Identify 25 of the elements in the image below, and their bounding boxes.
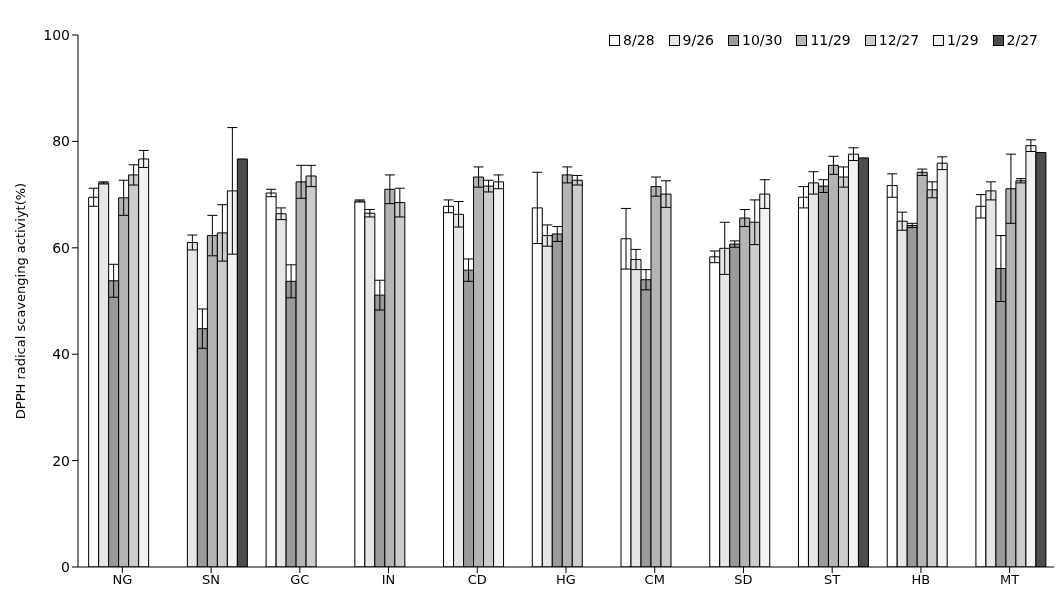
x-tick-label: SD <box>734 572 753 588</box>
x-tick-label: NG <box>112 572 133 588</box>
y-tick-label: 0 <box>61 558 70 575</box>
x-tick-label: SN <box>202 572 221 588</box>
legend-label: 12/27 <box>878 32 920 48</box>
x-tick-label: CM <box>644 572 665 588</box>
x-tick-label: HG <box>556 572 576 588</box>
x-tick-label: HB <box>911 572 931 588</box>
legend-label: 2/27 <box>1006 32 1038 48</box>
y-axis-title: DPPH radical scavenging activiyt(%) <box>12 182 28 420</box>
x-tick-label: MT <box>1000 572 1020 588</box>
y-tick-label: 80 <box>52 133 70 150</box>
x-tick-label: GC <box>290 572 310 588</box>
y-tick-label: 100 <box>43 26 70 43</box>
x-tick-label: IN <box>381 572 396 588</box>
legend-label: 8/28 <box>623 32 655 48</box>
y-tick-label: 40 <box>52 346 70 363</box>
x-tick-label: ST <box>824 572 841 588</box>
legend-label: 9/26 <box>682 32 715 48</box>
y-tick-label: 60 <box>52 239 70 256</box>
x-tick-label: CD <box>467 572 487 588</box>
legend-label: 11/29 <box>810 32 851 48</box>
y-tick-label: 20 <box>52 452 70 469</box>
legend-label: 1/29 <box>947 32 979 48</box>
legend-label: 10/30 <box>742 32 783 48</box>
